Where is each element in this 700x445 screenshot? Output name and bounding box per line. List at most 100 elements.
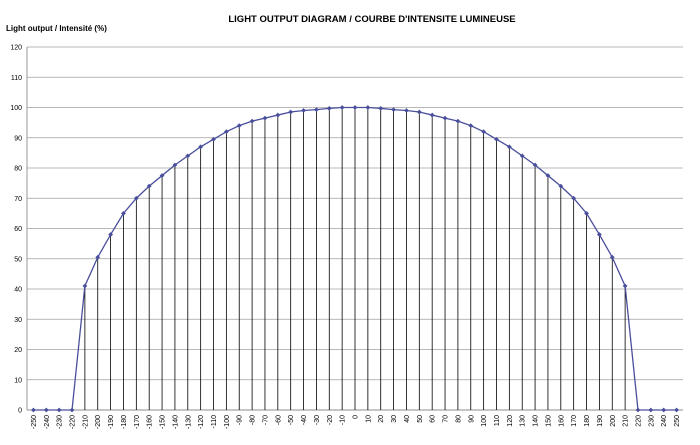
y-axis-label: Light output / Intensité (%) <box>6 24 107 33</box>
point-marker <box>223 129 229 135</box>
x-tick-label: 20 <box>378 415 385 423</box>
point-marker <box>43 407 49 413</box>
point-marker <box>352 105 358 110</box>
x-tick-label: 250 <box>674 415 681 427</box>
x-tick-label: 10 <box>365 415 372 423</box>
x-tick-label: 150 <box>545 415 552 427</box>
x-tick-label: -250 <box>31 415 38 429</box>
x-tick-label: -40 <box>301 415 308 425</box>
x-tick-label: -70 <box>262 415 269 425</box>
x-tick-label: 180 <box>584 415 591 427</box>
x-tick-label: -140 <box>172 415 179 429</box>
point-marker <box>339 105 345 110</box>
x-tick-label: 110 <box>494 415 501 426</box>
point-marker <box>391 107 396 113</box>
point-marker <box>31 407 36 413</box>
x-tick-label: -240 <box>44 415 51 429</box>
x-tick-label: -170 <box>134 415 141 429</box>
x-tick-label: 70 <box>443 415 450 423</box>
point-marker <box>378 106 384 111</box>
y-tick-label: 70 <box>14 196 22 203</box>
y-tick-label: 60 <box>14 226 22 233</box>
x-tick-label: 0 <box>353 415 360 419</box>
x-tick-label: -110 <box>211 415 218 429</box>
point-marker <box>301 108 306 113</box>
point-marker <box>211 136 216 142</box>
x-tick-label: -230 <box>57 415 64 429</box>
point-marker <box>571 195 577 201</box>
point-marker <box>648 407 654 413</box>
point-marker <box>275 112 281 118</box>
x-tick-label: 190 <box>597 415 604 427</box>
point-marker <box>326 106 332 111</box>
x-tick-label: -220 <box>70 415 77 429</box>
x-tick-label: 40 <box>404 415 411 423</box>
point-marker <box>635 407 641 413</box>
point-marker <box>545 173 551 178</box>
x-tick-label: -60 <box>275 415 282 425</box>
x-tick-label: -90 <box>237 415 244 425</box>
x-tick-label: -120 <box>198 415 205 429</box>
point-marker <box>249 118 255 124</box>
x-tick-label: -80 <box>250 415 257 425</box>
x-tick-label: -200 <box>95 415 102 429</box>
point-marker <box>558 183 564 189</box>
y-tick-label: 100 <box>10 105 22 112</box>
point-marker <box>674 407 679 413</box>
point-marker <box>82 283 88 289</box>
x-tick-label: 240 <box>661 415 668 427</box>
point-marker <box>262 115 268 121</box>
point-marker <box>365 105 371 110</box>
y-tick-label: 50 <box>14 256 22 263</box>
point-marker <box>532 162 538 168</box>
point-marker <box>159 173 165 178</box>
y-tick-label: 0 <box>18 408 22 415</box>
y-tick-label: 110 <box>11 75 22 82</box>
point-marker <box>494 136 499 142</box>
point-marker <box>108 232 114 237</box>
x-tick-label: 170 <box>571 415 578 427</box>
y-tick-label: 40 <box>14 287 22 294</box>
x-tick-label: 60 <box>430 415 437 423</box>
point-marker <box>314 107 319 113</box>
x-tick-label: -150 <box>160 415 167 429</box>
x-tick-label: -10 <box>340 415 347 425</box>
x-tick-label: -50 <box>288 415 295 425</box>
x-tick-label: 130 <box>520 415 527 427</box>
y-tick-label: 30 <box>14 317 22 324</box>
y-tick-label: 10 <box>14 377 22 384</box>
x-tick-label: 30 <box>391 415 398 423</box>
point-marker <box>404 108 409 113</box>
point-marker <box>133 195 139 201</box>
x-tick-label: -180 <box>121 415 128 429</box>
x-tick-label: 230 <box>648 415 655 427</box>
point-marker <box>622 283 628 289</box>
x-tick-label: 90 <box>468 415 475 423</box>
point-marker <box>121 210 126 216</box>
chart-title: LIGHT OUTPUT DIAGRAM / COURBE D'INTENSIT… <box>228 14 515 25</box>
point-marker <box>519 153 525 159</box>
point-marker <box>429 112 435 118</box>
point-marker <box>172 162 178 168</box>
point-marker <box>661 407 667 413</box>
point-marker <box>609 254 615 260</box>
x-tick-label: -210 <box>82 415 89 429</box>
point-marker <box>288 109 294 115</box>
x-tick-label: 50 <box>417 415 424 423</box>
x-tick-label: -20 <box>327 415 334 425</box>
point-marker <box>506 144 512 150</box>
x-tick-label: -130 <box>185 415 192 429</box>
x-tick-label: 210 <box>623 415 630 427</box>
point-marker <box>236 123 242 129</box>
x-tick-label: 140 <box>533 415 540 427</box>
x-tick-label: -100 <box>224 415 231 429</box>
point-marker <box>481 129 487 135</box>
point-marker <box>198 144 204 150</box>
point-marker <box>56 407 62 413</box>
y-tick-label: 90 <box>14 135 22 142</box>
x-tick-label: -30 <box>314 415 321 425</box>
point-marker <box>146 183 152 189</box>
y-tick-label: 20 <box>14 347 22 354</box>
point-marker <box>416 109 422 115</box>
